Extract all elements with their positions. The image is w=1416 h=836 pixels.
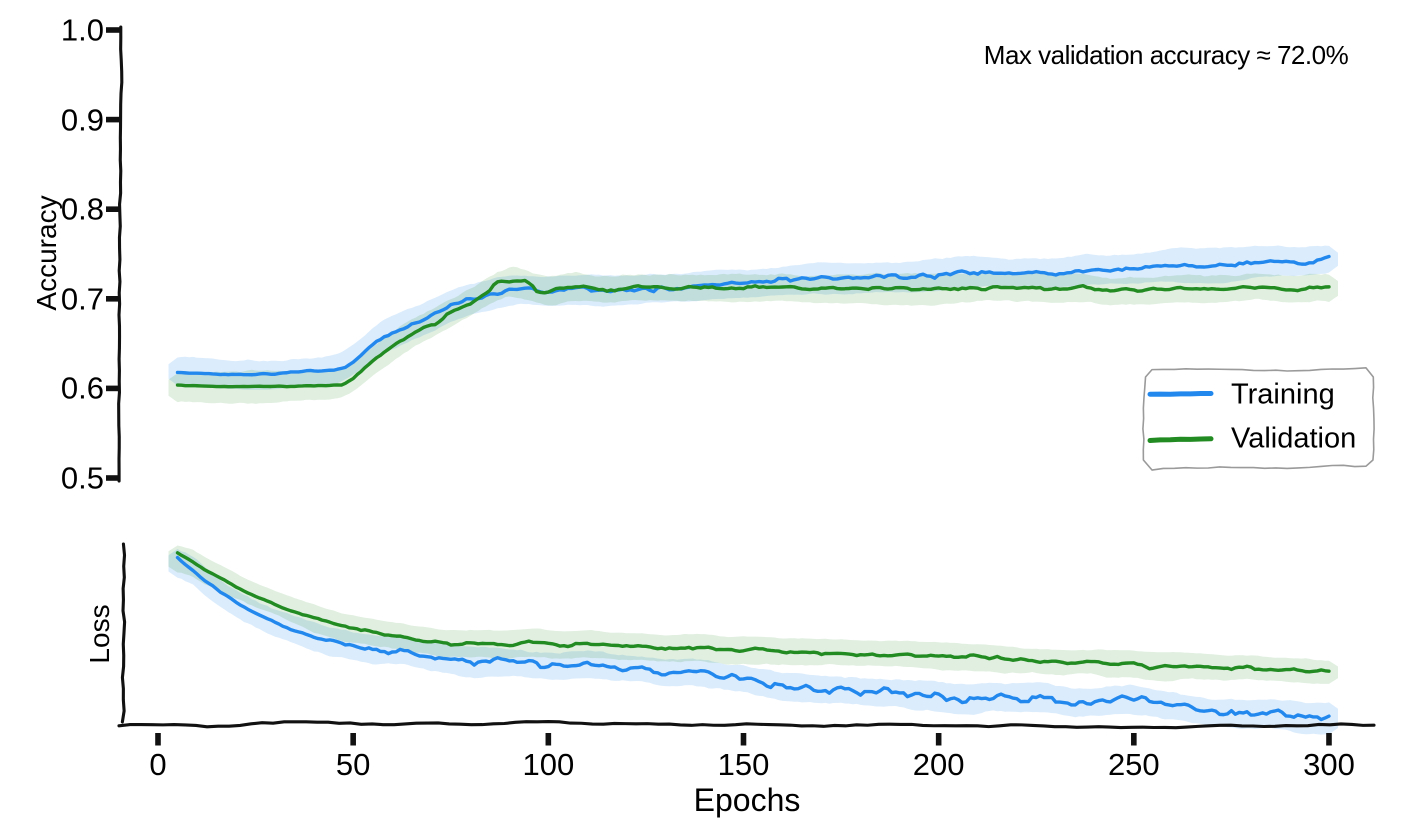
accuracy-y-tick-label: 0.5	[60, 460, 104, 496]
validation-loss-line	[175, 551, 1331, 674]
epochs-x-tick-label: 300	[1303, 747, 1355, 782]
epochs-x-tick-label: 150	[717, 747, 770, 782]
accuracy-y-tick-label: 0.9	[60, 102, 104, 138]
accuracy-y-axis-spine	[117, 25, 124, 483]
x-axis-label: Epochs	[693, 782, 801, 818]
max-validation-accuracy-annotation: Max validation accuracy ≈ 72.0%	[983, 40, 1349, 70]
training-accuracy-band	[168, 245, 1338, 390]
loss-y-axis-spine	[120, 542, 127, 724]
loss-y-axis-label: Loss	[84, 604, 115, 664]
x-axis-spine	[117, 720, 1376, 730]
accuracy-y-tick-label: 0.6	[60, 370, 104, 406]
epochs-x-tick-label: 250	[1107, 747, 1160, 782]
validation-accuracy-line	[175, 278, 1331, 389]
accuracy-y-tick-label: 0.7	[60, 281, 104, 317]
legend-label-training: Training	[1231, 378, 1335, 411]
legend-label-validation: Validation	[1231, 422, 1357, 455]
accuracy-y-axis-label: Accuracy	[31, 195, 62, 311]
legend-training-line-sample	[1147, 390, 1214, 397]
epochs-x-tick-label: 0	[149, 747, 167, 782]
accuracy-y-tick-label: 1.0	[60, 12, 104, 48]
training-accuracy-line	[175, 254, 1331, 377]
epochs-x-tick-label: 50	[335, 747, 371, 782]
epochs-x-tick-label: 100	[522, 747, 575, 782]
validation-loss-band	[168, 545, 1338, 684]
legend-validation-line-sample	[1147, 436, 1214, 443]
accuracy-y-tick-label: 0.8	[60, 191, 104, 227]
epochs-x-tick-label: 200	[912, 747, 965, 782]
training-loss-line	[175, 555, 1331, 722]
training-loss-band	[168, 549, 1338, 735]
